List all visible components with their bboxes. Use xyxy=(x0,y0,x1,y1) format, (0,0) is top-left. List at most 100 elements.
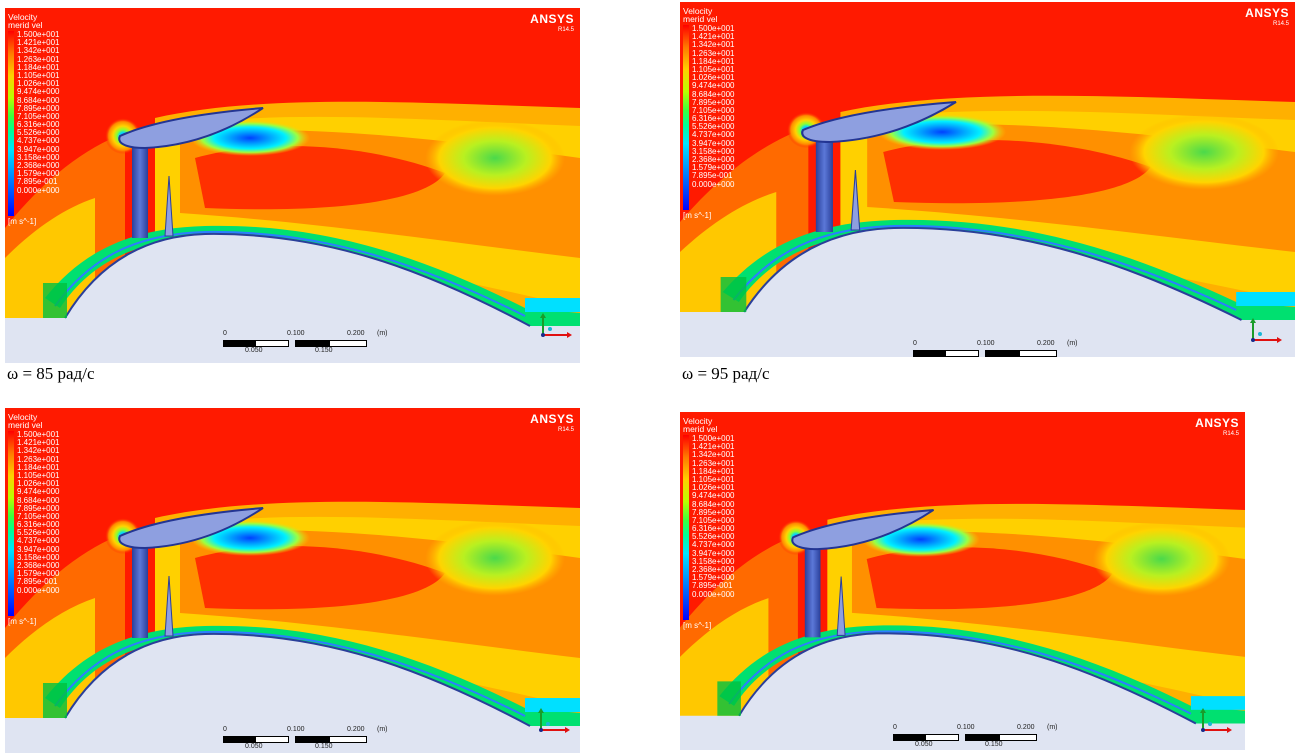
legend-tick: 1.263e+001 xyxy=(17,54,60,64)
legend-tick: 1.026e+001 xyxy=(17,479,60,489)
legend-tick: 5.526e+000 xyxy=(17,528,60,538)
legend-unit: [m s^-1] xyxy=(8,617,37,626)
legend-tick: 0.000e+000 xyxy=(692,179,735,189)
ansys-logo: ANSYS R14.5 xyxy=(530,412,574,433)
legend-title-velocity: Velocity xyxy=(683,6,713,16)
legend-tick: 8.684e+000 xyxy=(692,499,735,509)
legend-tick: 3.947e+000 xyxy=(17,544,60,554)
velocity-legend: Velocity merid vel 1.500e+001 1.421e+001 1… xyxy=(8,13,60,226)
scale-segment xyxy=(1019,350,1057,357)
scale-label-l1: 0.100 xyxy=(977,340,995,347)
legend-tick: 9.474e+000 xyxy=(692,491,735,501)
legend-color-bar xyxy=(8,431,14,616)
legend-ticks: 1.500e+001 1.421e+001 1.342e+001 1.263e+001… xyxy=(692,434,735,599)
ansys-version: R14.5 xyxy=(557,427,574,433)
scale-segment xyxy=(329,340,367,347)
legend-tick: 4.737e+000 xyxy=(692,130,735,140)
ansys-brand: ANSYS xyxy=(530,12,574,26)
legend-tick: 7.105e+000 xyxy=(17,511,60,521)
legend-tick: 7.105e+000 xyxy=(692,105,735,115)
legend-tick: 1.263e+001 xyxy=(692,458,735,468)
scale-label-l0: 0 xyxy=(223,726,227,733)
scale-segment xyxy=(985,350,1021,357)
scale-label-l0: 0 xyxy=(223,330,227,337)
legend-tick: 2.368e+000 xyxy=(692,155,735,164)
legend-tick: 3.947e+000 xyxy=(692,138,735,148)
scale-segment xyxy=(255,340,289,347)
scale-segment xyxy=(999,734,1037,741)
cfd-panel-bottom-right: Velocity merid vel 1.500e+001 1.421e+001 1… xyxy=(680,412,1245,750)
cfd-panel-bottom-left: Velocity merid vel 1.500e+001 1.421e+001 1… xyxy=(5,408,580,753)
legend-tick: 5.526e+000 xyxy=(692,122,735,132)
scale-label-l0: 0 xyxy=(913,340,917,347)
legend-tick: 4.737e+000 xyxy=(17,136,60,146)
legend-tick: 1.105e+001 xyxy=(692,64,735,74)
legend-tick: 7.105e+000 xyxy=(17,111,60,121)
scale-label-l1: 0.100 xyxy=(957,724,975,731)
legend-tick: 3.947e+000 xyxy=(17,144,60,154)
axis-triad-icon xyxy=(537,708,571,734)
scale-label-l1: 0.100 xyxy=(287,330,305,337)
legend-tick: 1.342e+001 xyxy=(692,450,735,460)
legend-tick: 1.579e+000 xyxy=(17,169,60,179)
legend-tick: 1.500e+001 xyxy=(692,434,735,443)
legend-tick: 1.579e+000 xyxy=(692,163,735,173)
legend-tick: 1.342e+001 xyxy=(17,46,60,56)
ansys-logo: ANSYS R14.5 xyxy=(1195,416,1239,437)
legend-tick: 1.184e+001 xyxy=(17,62,60,72)
velocity-legend: Velocity merid vel 1.500e+001 1.421e+001 1… xyxy=(683,6,735,220)
legend-tick: 1.421e+001 xyxy=(692,442,735,452)
legend-tick: 1.184e+001 xyxy=(692,56,735,66)
scale-segment xyxy=(295,736,331,743)
scale-segment xyxy=(223,340,257,347)
legend-tick: 1.421e+001 xyxy=(17,438,60,448)
scale-label-unit: (m) xyxy=(377,726,388,733)
axis-triad-icon xyxy=(1199,708,1233,734)
legend-tick: 2.368e+000 xyxy=(692,565,735,574)
velocity-legend: Velocity merid vel 1.500e+001 1.421e+001 1… xyxy=(683,417,735,630)
scale-label-l4: 0.150 xyxy=(985,741,1003,748)
legend-title-merid: merid vel xyxy=(8,20,43,30)
legend-tick: 1.421e+001 xyxy=(692,32,735,42)
scale-segment xyxy=(295,340,331,347)
legend-unit: [m s^-1] xyxy=(683,621,712,630)
legend-tick: 7.895e+000 xyxy=(17,503,60,513)
legend-tick: 6.316e+000 xyxy=(17,120,60,130)
legend-tick: 3.947e+000 xyxy=(692,548,735,558)
cfd-panel-top-right: Velocity merid vel 1.500e+001 1.421e+001 1… xyxy=(680,2,1295,357)
scale-segment xyxy=(893,734,927,741)
legend-tick: 6.316e+000 xyxy=(692,114,735,124)
legend-tick: 1.500e+001 xyxy=(17,30,60,39)
velocity-contour-plot xyxy=(680,2,1295,357)
ansys-version: R14.5 xyxy=(1222,431,1239,437)
cfd-panel-top-left: Velocity merid vel 1.500e+001 1.421e+001 1… xyxy=(5,8,580,363)
ansys-logo: ANSYS R14.5 xyxy=(530,12,574,33)
legend-ticks: 1.500e+001 1.421e+001 1.342e+001 1.263e+001… xyxy=(692,24,735,189)
axis-triad-icon xyxy=(539,313,573,339)
scale-segment xyxy=(913,350,947,357)
ansys-brand: ANSYS xyxy=(1245,6,1289,20)
legend-tick: 1.105e+001 xyxy=(692,474,735,484)
legend-tick: 1.579e+000 xyxy=(17,569,60,579)
ansys-logo: ANSYS R14.5 xyxy=(1245,6,1289,27)
legend-tick: 1.026e+001 xyxy=(17,79,60,89)
legend-tick: 1.500e+001 xyxy=(692,24,735,33)
legend-tick: 0.000e+000 xyxy=(692,589,735,599)
legend-color-bar xyxy=(683,435,689,620)
legend-tick: 9.474e+000 xyxy=(17,487,60,497)
legend-ticks: 1.500e+001 1.421e+001 1.342e+001 1.263e+001… xyxy=(17,30,60,195)
legend-tick: 7.895e+000 xyxy=(17,103,60,113)
velocity-legend: Velocity merid vel 1.500e+001 1.421e+001 1… xyxy=(8,412,60,626)
legend-title-velocity: Velocity xyxy=(8,412,38,422)
legend-tick: 5.526e+000 xyxy=(692,532,735,542)
legend-color-bar xyxy=(683,25,689,210)
legend-tick: 1.579e+000 xyxy=(692,573,735,583)
legend-tick: 3.158e+000 xyxy=(17,552,60,562)
legend-tick: 1.342e+001 xyxy=(17,446,60,456)
scale-bar: 0 0.100 0.200 (m) 0.050 0.150 xyxy=(215,726,405,753)
legend-tick: 7.895e+000 xyxy=(692,97,735,107)
legend-tick: 7.895e-001 xyxy=(17,177,58,187)
legend-tick: 5.526e+000 xyxy=(17,128,60,138)
ansys-brand: ANSYS xyxy=(1195,416,1239,430)
legend-tick: 1.342e+001 xyxy=(692,40,735,50)
